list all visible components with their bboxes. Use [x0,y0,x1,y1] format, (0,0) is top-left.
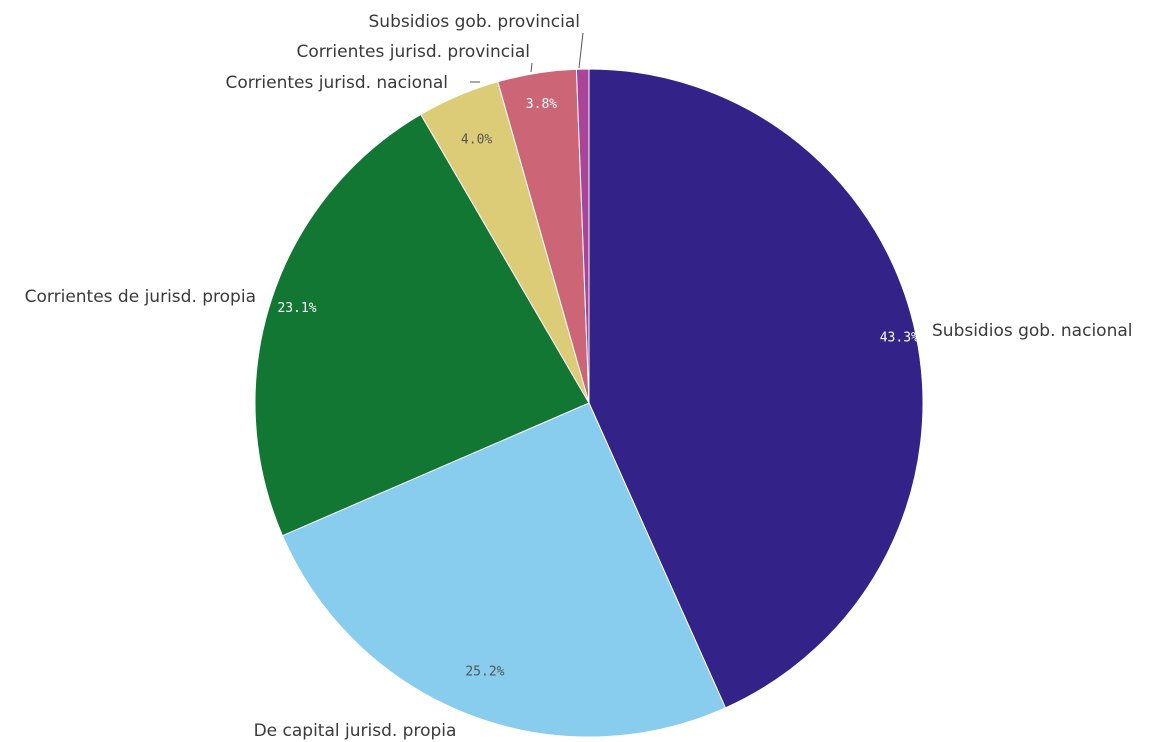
slice-category-label: De capital jurisd. propia [254,721,457,741]
pie-slice-2 [281,402,727,738]
slice-category-label: Corrientes jurisd. nacional [225,73,448,93]
label-leader-line [530,62,533,73]
slice-category-label: Corrientes de jurisd. propia [25,287,256,307]
pie-slice-6 [575,68,590,404]
slice-percent-label: 25.2% [465,665,504,680]
slice-category-label: Corrientes jurisd. provincial [296,42,530,62]
pie-slices [254,68,924,738]
slice-category-label: Subsidios gob. provincial [369,12,580,32]
slice-category-label: Subsidios gob. nacional [932,321,1132,341]
pie-slice-3 [254,113,590,537]
slice-percent-label: 3.8% [526,97,557,112]
slice-percent-label: 43.3% [880,331,919,346]
pie-slice-1 [588,68,924,709]
percentage-labels: 43.3% 25.2% 23.1% 4.0% 3.8% [277,97,919,680]
category-labels: Subsidios gob. nacional De capital jurisd… [25,12,1133,741]
slice-percent-label: 23.1% [277,301,316,316]
leader-lines [470,32,584,83]
slice-percent-label: 4.0% [461,133,492,148]
label-leader-line [578,32,584,69]
